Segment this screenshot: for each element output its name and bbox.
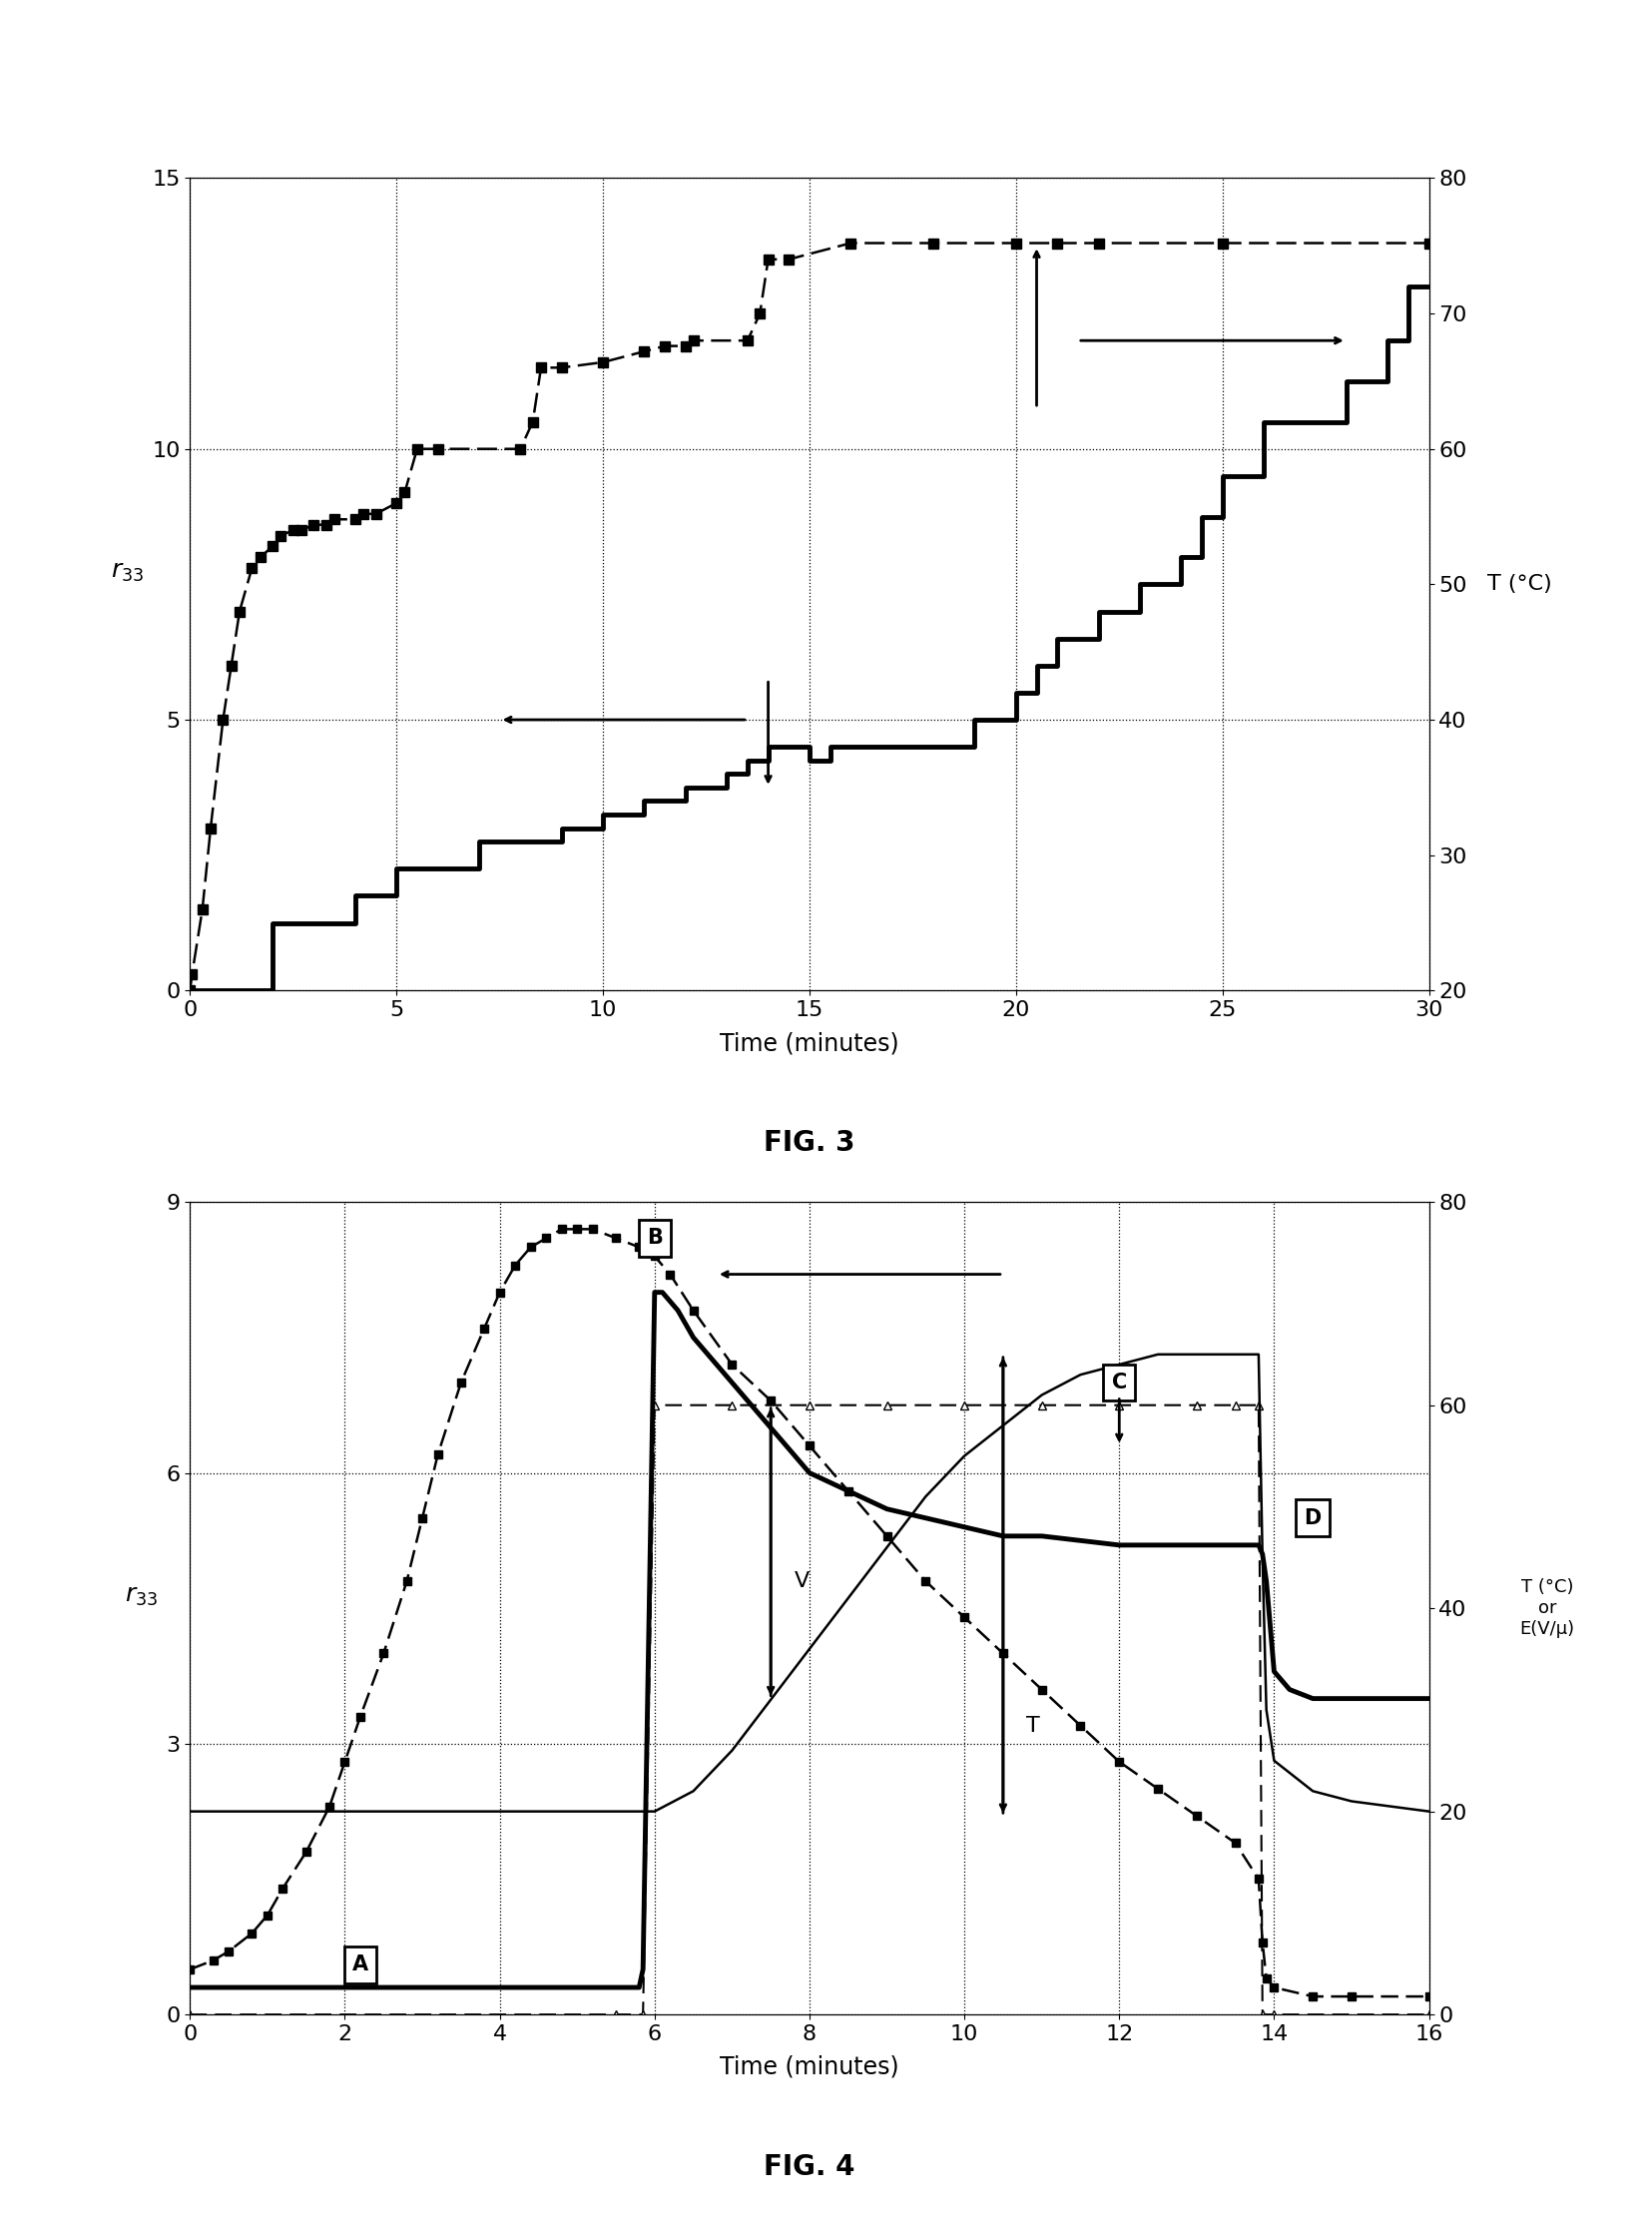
Text: D: D: [1303, 1507, 1322, 1527]
Text: V: V: [795, 1572, 809, 1592]
X-axis label: Time (minutes): Time (minutes): [720, 1031, 899, 1055]
Text: FIG. 4: FIG. 4: [763, 2153, 856, 2181]
X-axis label: Time (minutes): Time (minutes): [720, 2055, 899, 2079]
Y-axis label: $r_{33}$: $r_{33}$: [111, 561, 144, 583]
Text: FIG. 3: FIG. 3: [763, 1129, 856, 1158]
Text: B: B: [646, 1229, 662, 1249]
Y-axis label: T (°C): T (°C): [1487, 574, 1553, 594]
Text: A: A: [352, 1954, 368, 1974]
Y-axis label: $r_{33}$: $r_{33}$: [124, 1585, 157, 1607]
Y-axis label: T (°C)
or
E(V/μ): T (°C) or E(V/μ): [1520, 1578, 1574, 1638]
Text: C: C: [1112, 1373, 1127, 1393]
Text: T: T: [1026, 1716, 1041, 1736]
